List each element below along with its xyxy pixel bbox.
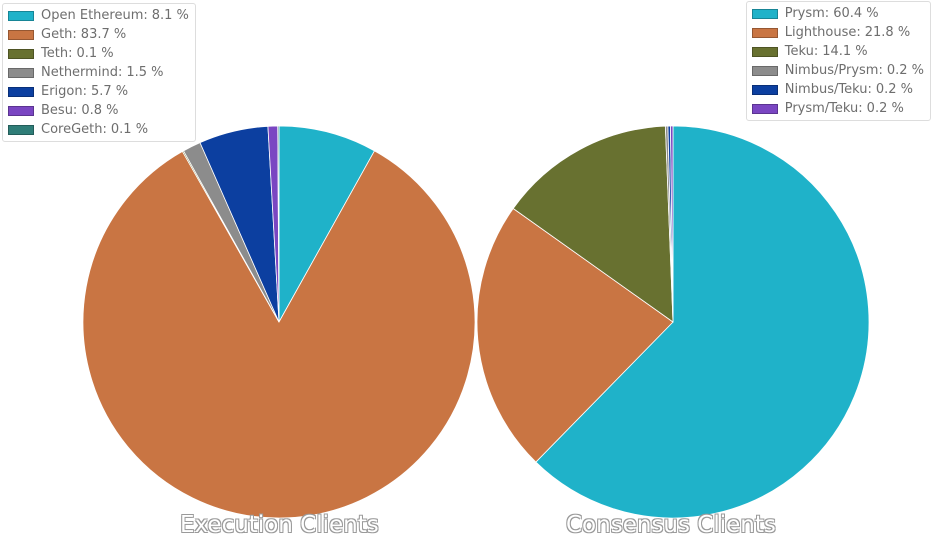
execution-legend-value: 0.1 % (110, 122, 149, 137)
consensus-slice-prysm (535, 125, 870, 519)
consensus-legend-item-prysm-teku: Prysm/Teku: 0.2 % (751, 99, 924, 118)
consensus-slice-prysm-teku (670, 125, 674, 323)
execution-legend-item-besu: Besu: 0.8 % (8, 101, 189, 120)
execution-legend-swatch (8, 29, 34, 40)
execution-legend-swatch (8, 105, 34, 116)
consensus-legend-value: 14.1 % (822, 44, 868, 59)
execution-legend-swatch (8, 124, 34, 135)
consensus-legend-swatch (751, 8, 778, 19)
execution-legend-item-open-ethereum: Open Ethereum: 8.1 % (8, 6, 189, 25)
consensus-slice-lighthouse (476, 207, 674, 463)
consensus-legend-value: 21.8 % (864, 25, 911, 40)
execution-legend-swatch (8, 86, 34, 97)
consensus-legend: Prysm: 60.4 % Lighthouse: 21.8 % Teku: 14.1 %… (745, 1, 931, 121)
consensus-legend-value: 0.2 % (875, 82, 914, 97)
execution-legend-swatch (8, 67, 34, 78)
consensus-legend-value: 0.2 % (886, 63, 924, 78)
consensus-legend-label: Prysm: (784, 6, 830, 21)
execution-legend-label: CoreGeth: (41, 122, 107, 137)
execution-legend-label: Besu: (41, 103, 78, 118)
consensus-legend-item-teku: Teku: 14.1 % (751, 42, 924, 61)
execution-legend-item-teth: Teth: 0.1 % (8, 44, 189, 63)
consensus-legend-label: Nimbus/Prysm: (784, 63, 883, 78)
execution-legend-label: Geth: (41, 27, 77, 42)
consensus-legend-swatch (751, 65, 778, 76)
execution-legend: Open Ethereum: 8.1 % Geth: 83.7 % Teth: 0.1 %… (2, 3, 196, 142)
execution-legend-value: 0.1 % (76, 46, 114, 61)
consensus-legend-item-prysm: Prysm: 60.4 % (751, 4, 924, 23)
consensus-legend-label: Teku: (784, 44, 819, 59)
consensus-legend-item-nimbus-prysm: Nimbus/Prysm: 0.2 % (751, 61, 924, 80)
consensus-legend-swatch (751, 103, 778, 114)
consensus-legend-value: 60.4 % (833, 6, 879, 21)
execution-legend-label: Teth: (41, 46, 73, 61)
execution-legend-item-geth: Geth: 83.7 % (8, 25, 189, 44)
consensus-slice-teku (512, 125, 674, 323)
consensus-legend-label: Nimbus/Teku: (784, 82, 872, 97)
consensus-legend-item-lighthouse: Lighthouse: 21.8 % (751, 23, 924, 42)
execution-slice-coregeth (277, 125, 280, 323)
consensus-legend-item-nimbus-teku: Nimbus/Teku: 0.2 % (751, 80, 924, 99)
execution-legend-label: Erigon: (41, 84, 87, 99)
execution-legend-value: 1.5 % (126, 65, 164, 80)
execution-chart-title: Execution Clients (180, 512, 379, 538)
execution-legend-value: 8.1 % (151, 8, 189, 23)
execution-slice-geth (82, 150, 476, 519)
consensus-legend-swatch (751, 46, 778, 57)
execution-legend-swatch (8, 48, 34, 59)
consensus-legend-swatch (751, 84, 778, 95)
execution-legend-swatch (8, 10, 34, 21)
execution-legend-item-coregeth: CoreGeth: 0.1 % (8, 120, 189, 139)
execution-slice-open-ethereum (278, 125, 376, 324)
execution-legend-item-erigon: Erigon: 5.7 % (8, 82, 189, 101)
consensus-legend-label: Prysm/Teku: (784, 101, 863, 116)
execution-legend-label: Open Ethereum: (41, 8, 148, 23)
execution-legend-value: 83.7 % (80, 27, 127, 42)
execution-legend-label: Nethermind: (41, 65, 123, 80)
execution-legend-value: 5.7 % (91, 84, 129, 99)
consensus-legend-label: Lighthouse: (784, 25, 861, 40)
execution-legend-value: 0.8 % (81, 103, 119, 118)
execution-legend-item-nethermind: Nethermind: 1.5 % (8, 63, 189, 82)
consensus-legend-swatch (751, 27, 778, 38)
consensus-chart-title: Consensus Clients (566, 512, 776, 538)
consensus-legend-value: 0.2 % (866, 101, 904, 116)
